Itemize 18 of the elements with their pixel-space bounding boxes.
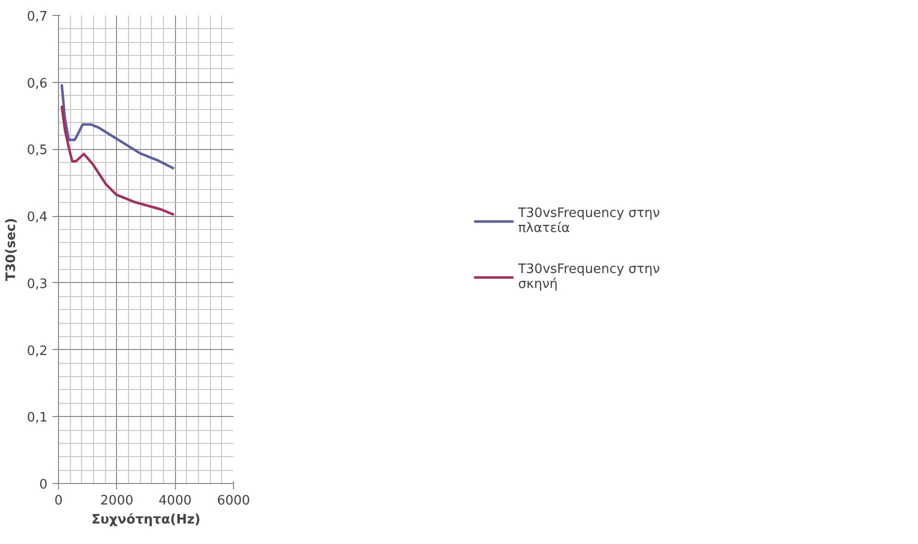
legend-label: T30vsFrequency στην πλατεία	[518, 205, 660, 238]
y-tick-label: 0,1	[26, 410, 48, 426]
x-tick-label: 6000	[216, 494, 250, 508]
y-tick-label: 0,6	[26, 76, 48, 92]
legend-label: T30vsFrequency στην σκηνή	[518, 261, 660, 294]
y-tick-label: 0	[39, 478, 48, 492]
y-tick-label: 0,2	[26, 344, 48, 359]
y-tick-label: 0,4	[26, 210, 48, 226]
x-tick-label: 2000	[100, 494, 134, 508]
y-axis-title: T30(sec)	[4, 218, 19, 282]
y-tick-label: 0,5	[26, 143, 48, 158]
line-series	[60, 104, 176, 216]
y-tick-label: 0,7	[26, 10, 48, 24]
x-tick-label: 4000	[158, 494, 192, 508]
y-tick-label: 0,3	[26, 276, 48, 292]
line-series	[60, 83, 176, 170]
x-axis-title: Συχνότητα(Hz)	[92, 512, 200, 528]
x-tick-label: 0	[54, 494, 63, 508]
